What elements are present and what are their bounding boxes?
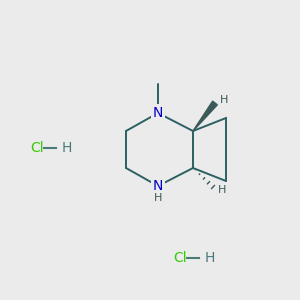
Text: H: H: [62, 141, 72, 155]
Text: N: N: [153, 179, 163, 193]
Text: Cl: Cl: [30, 141, 43, 155]
Text: Cl: Cl: [173, 251, 187, 265]
Text: H: H: [220, 95, 228, 105]
Text: N: N: [153, 106, 163, 120]
Text: H: H: [218, 185, 226, 195]
Polygon shape: [193, 101, 218, 131]
Text: H: H: [205, 251, 215, 265]
Text: H: H: [154, 193, 162, 203]
